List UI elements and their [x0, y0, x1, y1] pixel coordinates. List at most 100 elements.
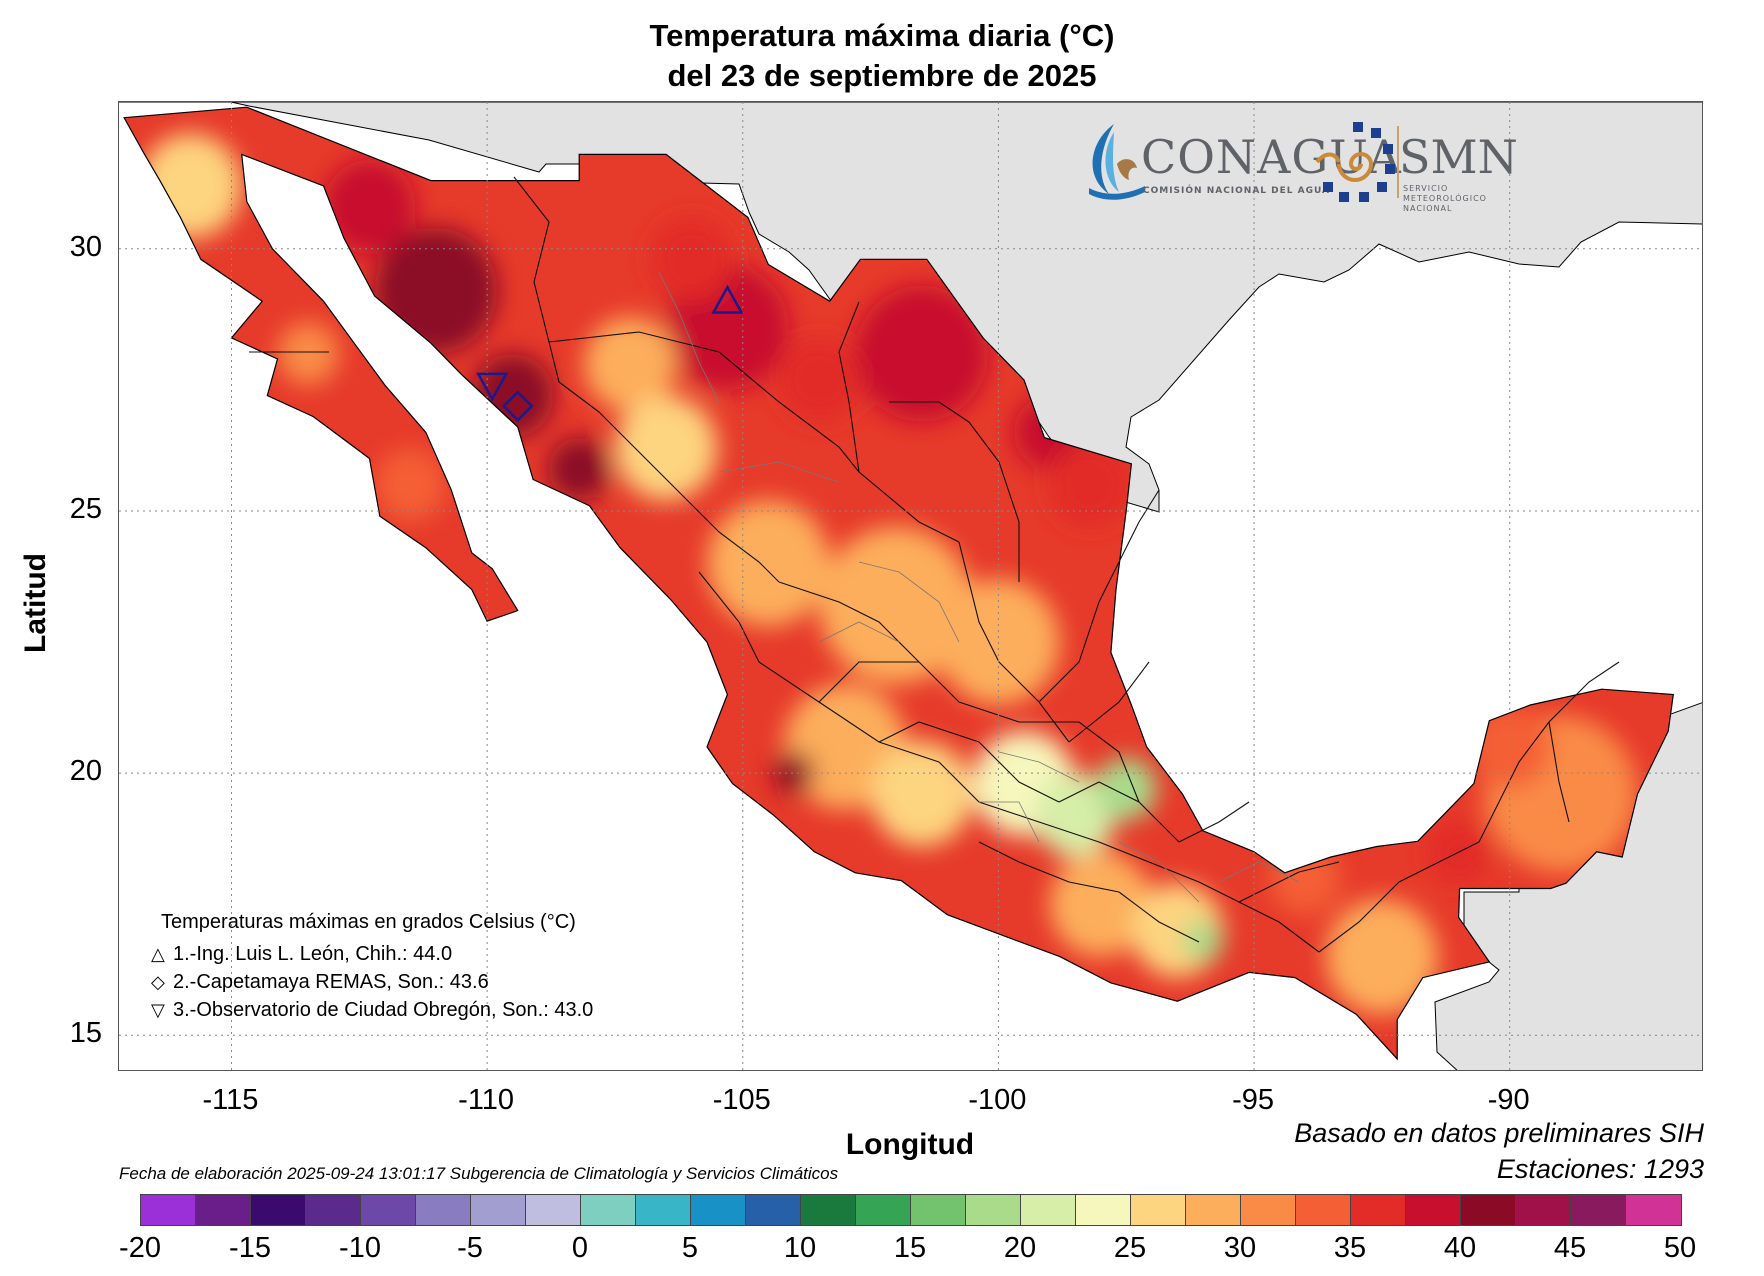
colorbar-swatch [1351, 1195, 1406, 1225]
colorbar-tick-label: -15 [229, 1232, 271, 1264]
colorbar-swatch [856, 1195, 911, 1225]
colorbar-tick-label: -20 [119, 1232, 161, 1264]
colorbar-swatch [966, 1195, 1021, 1225]
smn-subtitle-3: NACIONAL [1403, 204, 1453, 213]
temperature-blob [1182, 919, 1224, 962]
y-tick-label: 30 [69, 230, 102, 263]
temperature-blob [139, 133, 242, 239]
state-borders [249, 176, 1620, 953]
y-tick-label: 15 [69, 1017, 102, 1050]
legend-entry-2-text: 2.-Capetamaya REMAS, Son.: 43.6 [173, 971, 489, 993]
colorbar-swatch [251, 1195, 306, 1225]
colorbar-swatch [1516, 1195, 1571, 1225]
legend-entry-3-text: 3.-Observatorio de Ciudad Obregón, Son.:… [173, 999, 594, 1021]
colorbar-tick-label: 5 [681, 1232, 699, 1264]
temperature-map-svg [119, 102, 1702, 1070]
y-tick-label: 25 [69, 492, 102, 525]
smn-subtitle-1: SERVICIO [1403, 184, 1449, 193]
temperature-blob [277, 322, 339, 386]
colorbar-swatch [141, 1195, 196, 1225]
colorbar-swatch [1461, 1195, 1516, 1225]
colorbar-swatch [1571, 1195, 1626, 1225]
diamond-icon: ◇ [151, 972, 165, 992]
colorbar-tick-label: -10 [339, 1232, 381, 1264]
colorbar-swatch [581, 1195, 636, 1225]
triangle-down-icon: ▽ [151, 1000, 165, 1020]
colorbar-tick-label: 40 [1443, 1232, 1477, 1264]
colorbar-swatch [526, 1195, 581, 1225]
colorbar-swatch [416, 1195, 471, 1225]
temperature-blob [1049, 442, 1132, 527]
triangle-up-icon: △ [151, 944, 165, 964]
mexico-outline [123, 106, 1674, 1061]
colorbar-swatch [801, 1195, 856, 1225]
colorbar-swatch [1296, 1195, 1351, 1225]
colorbar-swatch [636, 1195, 691, 1225]
x-tick-label: -100 [968, 1084, 1027, 1116]
temperature-blob [1269, 841, 1341, 915]
smn-logo: SMN SERVICIO METEOROLÓGICO NACIONAL [1315, 122, 1518, 213]
map-title-line-1: Temperatura máxima diaria (°C) [649, 18, 1115, 53]
legend-entry-1: △ 1.-Ing. Luis L. León, Chih.: 44.0 [151, 940, 593, 968]
colorbar-tick-label: 30 [1223, 1232, 1257, 1264]
temperature-blob [706, 500, 830, 627]
station-legend: Temperaturas máximas en grados Celsius (… [151, 908, 593, 1024]
colorbar-swatch [1186, 1195, 1241, 1225]
triangle-down-station-marker [476, 372, 509, 402]
temperature-blob [584, 316, 677, 412]
temperature-blob [1049, 851, 1152, 957]
temperature-blob [1468, 704, 1551, 789]
x-tick-label: -105 [712, 1084, 771, 1116]
x-tick-label: -115 [202, 1084, 259, 1116]
colorbar-swatch [1021, 1195, 1076, 1225]
temperature-blob [548, 437, 610, 501]
stations-note: Estaciones: 1293 [1496, 1154, 1704, 1184]
legend-heading: Temperaturas máximas en grados Celsius (… [161, 911, 576, 933]
conagua-logo: CONAGUA COMISIÓN NACIONAL DEL AGUA [1079, 122, 1401, 202]
colorbar-tick-label: 25 [1113, 1232, 1147, 1264]
colorbar-swatch [1626, 1195, 1681, 1225]
colorbar-tick-label: -5 [457, 1232, 483, 1264]
temperature-blob [323, 159, 416, 255]
map-title-line-2: del 23 de septiembre de 2025 [667, 58, 1097, 93]
colorbar-swatch [691, 1195, 746, 1225]
conagua-emblem-icon [1089, 124, 1145, 200]
temperature-blob [614, 395, 718, 501]
temperature-blob [1325, 898, 1439, 1015]
temperature-blob [650, 217, 733, 302]
smn-emblem-icon [1315, 122, 1395, 202]
colorbar-tick-label: 45 [1553, 1232, 1587, 1264]
source-note: Basado en datos preliminares SIH [1294, 1118, 1704, 1148]
colorbar-tick-label: 15 [893, 1232, 927, 1264]
temperature-blob [1034, 773, 1117, 858]
smn-name: SMN [1399, 130, 1518, 184]
colorbar-swatch [911, 1195, 966, 1225]
station-markers [476, 284, 744, 422]
temperature-blob [773, 752, 815, 795]
municipal-borders [658, 271, 1300, 903]
colorbar [140, 1194, 1682, 1226]
triangle-up-station-marker [711, 284, 744, 314]
colorbar-tick-label: 50 [1663, 1232, 1697, 1264]
temperature-blob [819, 526, 973, 684]
diamond-station-marker [502, 390, 534, 422]
colorbar-swatch [306, 1195, 361, 1225]
legend-entry-1-text: 1.-Ing. Luis L. León, Chih.: 44.0 [173, 943, 453, 965]
colorbar-swatch [471, 1195, 526, 1225]
credit-line: Fecha de elaboración 2025-09-24 13:01:17… [119, 1164, 839, 1183]
colorbar-tick-label: 0 [571, 1232, 589, 1264]
grid-lines [119, 102, 1702, 1070]
x-tick-label: -95 [1232, 1084, 1275, 1116]
temperature-blob [855, 285, 989, 422]
colorbar-swatch [1076, 1195, 1131, 1225]
x-axis-title: Longitud [845, 1128, 975, 1161]
conagua-name: CONAGUA [1141, 130, 1402, 184]
colorbar-swatch [196, 1195, 251, 1225]
colorbar-tick-label: 20 [1003, 1232, 1037, 1264]
colorbar-swatch [1241, 1195, 1296, 1225]
colorbar-swatch [1131, 1195, 1186, 1225]
conagua-subtitle: COMISIÓN NACIONAL DEL AGUA [1143, 186, 1331, 196]
legend-entry-3: ▽ 3.-Observatorio de Ciudad Obregón, Son… [151, 996, 593, 1024]
map-plot-area[interactable]: CONAGUA COMISIÓN NACIONAL DEL AGUA SMN S… [118, 101, 1703, 1071]
x-tick-label: -110 [458, 1084, 515, 1116]
